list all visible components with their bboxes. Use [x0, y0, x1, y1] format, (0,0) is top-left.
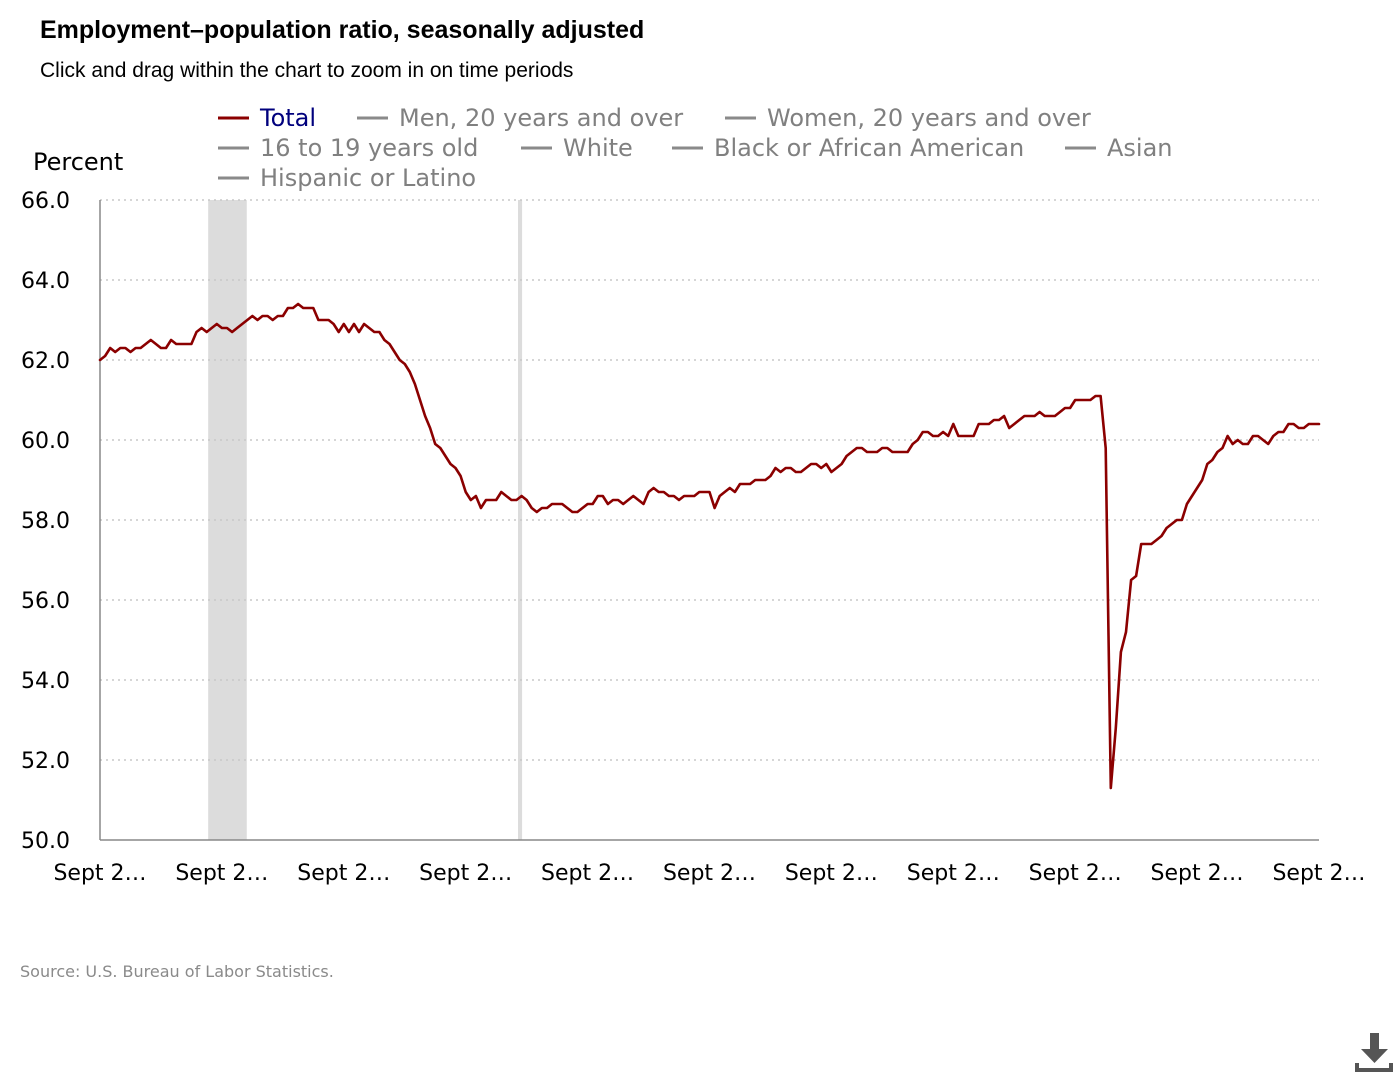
series-line-total[interactable] [98, 302, 1321, 790]
series-group[interactable] [98, 302, 1321, 790]
legend-label: White [563, 134, 633, 162]
download-button[interactable] [1352, 1030, 1396, 1076]
x-tick-labels: Sept 2… Sept 2… Sept 2… Sept 2… Sept 2… Sept … [53, 861, 1365, 886]
y-axis-label: Percent [33, 148, 123, 176]
x-tick-label: Sept 2… [53, 861, 146, 886]
x-tick-label: Sept 2… [1272, 861, 1365, 886]
y-tick-label: 54.0 [21, 669, 70, 694]
y-tick-label: 50.0 [21, 829, 70, 854]
y-tick-labels: 50.0 52.0 54.0 56.0 58.0 60.0 62.0 64.0 66.0 [21, 189, 70, 854]
legend-label: Women, 20 years and over [767, 104, 1091, 132]
chart-legend: Total Men, 20 years and over Women, 20 yea… [218, 104, 1173, 192]
legend-label: 16 to 19 years old [260, 134, 478, 162]
x-tick-label: Sept 2… [419, 861, 512, 886]
legend-label: Black or African American [714, 134, 1024, 162]
chart-title: Employment–population ratio, seasonally … [40, 16, 645, 44]
x-tick-label: Sept 2… [1151, 861, 1244, 886]
x-tick-label: Sept 2… [663, 861, 756, 886]
legend-item[interactable]: Total [218, 104, 316, 132]
y-tick-label: 66.0 [21, 189, 70, 214]
download-icon [1355, 1033, 1393, 1072]
y-tick-label: 56.0 [21, 589, 70, 614]
legend-item[interactable]: Asian [1065, 134, 1173, 162]
x-tick-label: Sept 2… [175, 861, 268, 886]
legend-item[interactable]: 16 to 19 years old [218, 134, 478, 162]
x-tick-label: Sept 2… [297, 861, 390, 886]
x-tick-label: Sept 2… [541, 861, 634, 886]
source-note: Source: U.S. Bureau of Labor Statistics. [20, 962, 334, 981]
y-tick-label: 58.0 [21, 509, 70, 534]
legend-item[interactable]: White [521, 134, 633, 162]
axes [99, 200, 1319, 841]
y-tick-label: 62.0 [21, 349, 70, 374]
x-tick-label: Sept 2… [907, 861, 1000, 886]
legend-item[interactable]: Women, 20 years and over [725, 104, 1091, 132]
y-tick-label: 60.0 [21, 429, 70, 454]
y-tick-label: 64.0 [21, 269, 70, 294]
x-tick-label: Sept 2… [1029, 861, 1122, 886]
legend-label: Total [259, 104, 316, 132]
chart-subtitle: Click and drag within the chart to zoom … [40, 59, 574, 82]
y-tick-label: 52.0 [21, 749, 70, 774]
x-tick-label: Sept 2… [785, 861, 878, 886]
gridlines [100, 199, 1319, 761]
chart-area[interactable]: Total Men, 20 years and over Women, 20 yea… [0, 0, 1400, 940]
legend-label: Hispanic or Latino [260, 164, 476, 192]
legend-item[interactable]: Men, 20 years and over [357, 104, 683, 132]
legend-label: Men, 20 years and over [399, 104, 683, 132]
legend-item[interactable]: Black or African American [672, 134, 1024, 162]
legend-label: Asian [1107, 134, 1173, 162]
legend-item[interactable]: Hispanic or Latino [218, 164, 476, 192]
